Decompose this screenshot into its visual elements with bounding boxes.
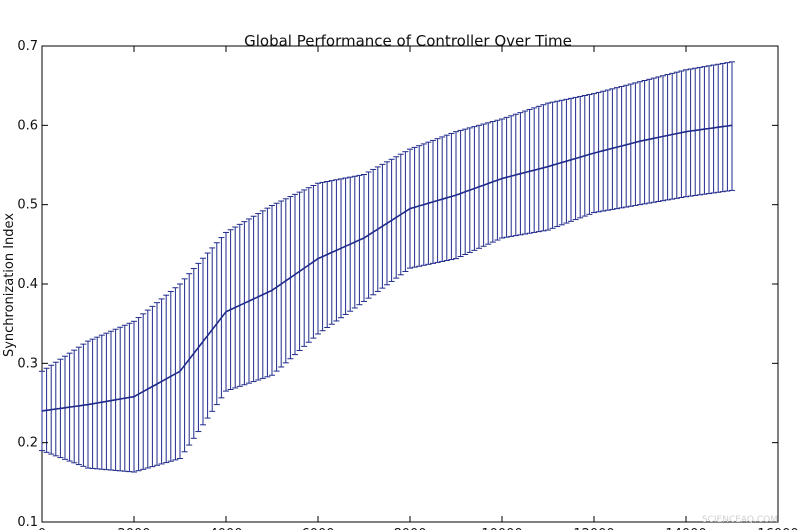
chart-title: Global Performance of Controller Over Ti… — [244, 32, 572, 50]
x-tick-label: 10000 — [481, 527, 522, 530]
series-line — [41, 124, 733, 412]
x-tick-label: 8000 — [393, 527, 426, 530]
x-tick-label: 6000 — [301, 527, 334, 530]
x-tick-label: 16000 — [757, 527, 798, 530]
x-tick-label: 0 — [38, 527, 46, 530]
watermark: SCIENCEAQ.COM — [702, 515, 778, 525]
y-axis-label: Synchronization Index — [2, 213, 17, 357]
y-tick-label: 0.3 — [17, 356, 38, 371]
y-tick-label: 0.6 — [17, 118, 38, 133]
y-tick-label: 0.1 — [17, 515, 38, 530]
y-tick-label: 0.7 — [17, 39, 38, 54]
y-tick-label: 0.4 — [17, 277, 38, 292]
y-axis: 0.1 0.2 0.3 0.4 0.5 0.6 0.7 — [17, 39, 778, 530]
x-tick-label: 12000 — [573, 527, 614, 530]
x-tick-label: 14000 — [665, 527, 706, 530]
error-bars — [39, 61, 735, 473]
series-group — [41, 124, 733, 412]
x-axis: 0 2000 4000 6000 8000 10000 12000 14000 16000 — [38, 46, 799, 530]
x-tick-label: 4000 — [209, 527, 242, 530]
y-tick-label: 0.2 — [17, 436, 38, 451]
y-tick-label: 0.5 — [17, 198, 38, 213]
x-tick-label: 2000 — [117, 527, 150, 530]
